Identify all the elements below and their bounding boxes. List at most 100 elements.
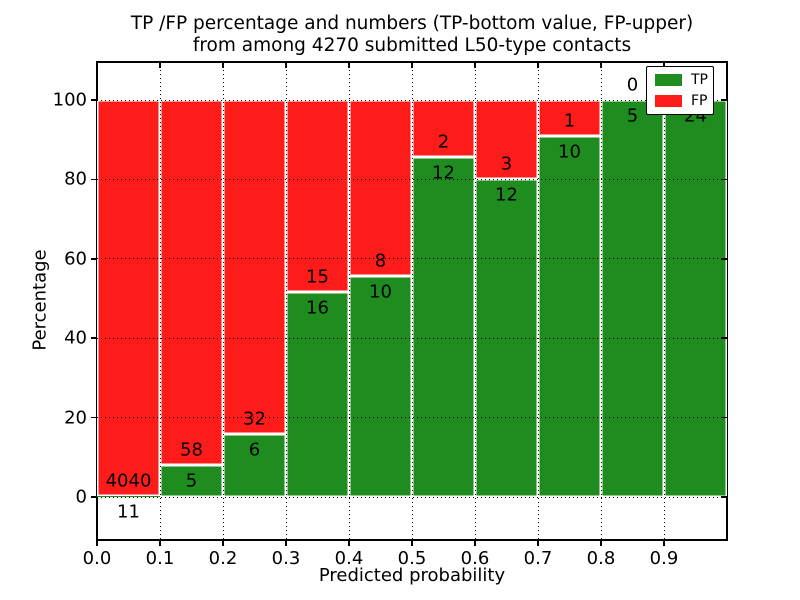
x-tick-label: 0.6 [460,548,490,569]
fp-count-label: 0 [626,74,639,96]
gridline-vertical [537,62,539,540]
tp-bar-segment [349,276,412,497]
fp-bar-segment [97,100,160,496]
x-tick [411,540,413,546]
y-tick-right [721,99,727,101]
tp-bar-segment [97,495,160,497]
x-tick-label: 0.1 [145,548,175,569]
x-tick-top [222,62,224,68]
gridline-vertical [159,62,161,540]
legend-swatch-tp [655,74,682,86]
x-tick-top [159,62,161,68]
fp-bar-segment [538,100,601,137]
y-tick-right [721,258,727,260]
tp-count-label: 6 [248,439,261,461]
fp-count-label: 15 [306,266,329,288]
y-tick-label: 20 [64,407,87,429]
y-tick [91,178,97,181]
tp-count-label: 16 [306,297,329,319]
tp-bar-segment [412,156,475,497]
tp-bar-segment [223,434,286,497]
fp-count-label: 3 [500,153,513,175]
y-tick [91,99,97,101]
chart-title-line1: TP /FP percentage and numbers (TP-bottom… [130,13,694,34]
x-tick-label: 0.5 [397,548,427,569]
x-tick-label: 0.3 [271,548,301,569]
x-tick-label: 0.0 [82,548,112,569]
tp-count-label: 12 [495,184,518,206]
x-tick-label: 0.7 [523,548,553,569]
tp-bar-segment [160,465,223,497]
x-tick [348,540,350,546]
legend: TP FP [646,66,714,115]
legend-swatch-fp [655,95,682,107]
tp-bar-segment [601,100,664,497]
fp-bar-segment [223,100,286,435]
fp-bar-segment [349,100,412,277]
x-tick-top [411,62,413,68]
fp-count-label: 8 [374,250,387,272]
y-tick-label: 0 [75,486,87,508]
y-tick-label: 80 [64,168,87,190]
y-tick-right [721,416,727,419]
gridline-vertical [222,62,224,540]
y-tick-label: 100 [52,89,87,111]
x-tick [474,540,476,546]
x-tick-top [474,62,476,68]
x-tick [96,540,98,546]
x-tick-top [600,62,602,68]
fp-bar-segment [412,100,475,157]
fp-bar-segment [286,100,349,293]
legend-item-fp: FP [655,93,708,109]
fp-bar-segment [160,100,223,466]
x-tick-label: 0.8 [586,548,616,569]
fp-count-label: 2 [437,131,450,153]
tp-bar-segment [286,292,349,497]
x-tick-top [96,62,98,68]
x-tick-top [663,62,665,68]
gridline-vertical [663,62,665,540]
tp-bar-segment [664,100,727,497]
x-tick-label: 0.9 [649,548,679,569]
tp-bar-segment [538,136,601,497]
y-tick-label: 60 [64,248,87,270]
y-tick [91,258,97,260]
fp-bar-segment [475,100,538,180]
tp-count-label: 12 [432,162,455,184]
y-tick-label: 40 [64,327,87,349]
legend-label-tp: TP [691,72,708,88]
tp-count-label: 5 [185,470,198,492]
legend-item-tp: TP [655,72,708,88]
y-tick-right [721,337,727,339]
x-tick [285,540,287,546]
tp-count-label: 10 [558,141,581,163]
x-tick [159,540,161,546]
gridline-vertical [348,62,350,540]
gridline-vertical [600,62,602,540]
gridline-vertical [285,62,287,540]
y-tick [91,337,97,339]
x-tick [600,540,602,546]
fp-count-label: 4040 [105,470,152,492]
x-tick-top [537,62,539,68]
fp-count-label: 1 [563,110,576,132]
x-axis-label: Predicted probability [318,565,506,586]
x-tick [537,540,539,546]
x-tick-label: 0.4 [334,548,364,569]
x-tick-top [285,62,287,68]
y-tick [91,416,97,419]
x-tick-label: 0.2 [208,548,238,569]
gridline-vertical [474,62,476,540]
tp-count-label: 10 [369,281,392,303]
x-tick [222,540,224,546]
y-tick [91,496,97,498]
fp-count-label: 58 [180,439,203,461]
chart-title: TP /FP percentage and numbers (TP-bottom… [97,13,727,57]
gridline-vertical [411,62,413,540]
y-tick-right [721,178,727,181]
y-tick-right [721,496,727,498]
chart-title-line2: from among 4270 submitted L50-type conta… [192,35,632,56]
tp-count-label: 5 [626,105,639,127]
legend-label-fp: FP [691,93,708,109]
